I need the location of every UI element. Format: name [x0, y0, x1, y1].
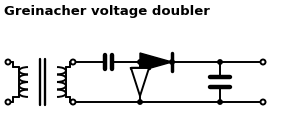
Polygon shape: [131, 68, 149, 96]
Circle shape: [138, 100, 142, 104]
Circle shape: [218, 60, 222, 64]
Circle shape: [5, 99, 10, 105]
Circle shape: [170, 60, 174, 64]
Text: Greinacher voltage doubler: Greinacher voltage doubler: [4, 5, 210, 18]
Circle shape: [5, 60, 10, 64]
Circle shape: [218, 100, 222, 104]
Circle shape: [138, 60, 142, 64]
Circle shape: [70, 99, 76, 105]
Polygon shape: [140, 53, 172, 71]
Circle shape: [70, 60, 76, 64]
Circle shape: [260, 60, 266, 64]
Circle shape: [260, 99, 266, 105]
